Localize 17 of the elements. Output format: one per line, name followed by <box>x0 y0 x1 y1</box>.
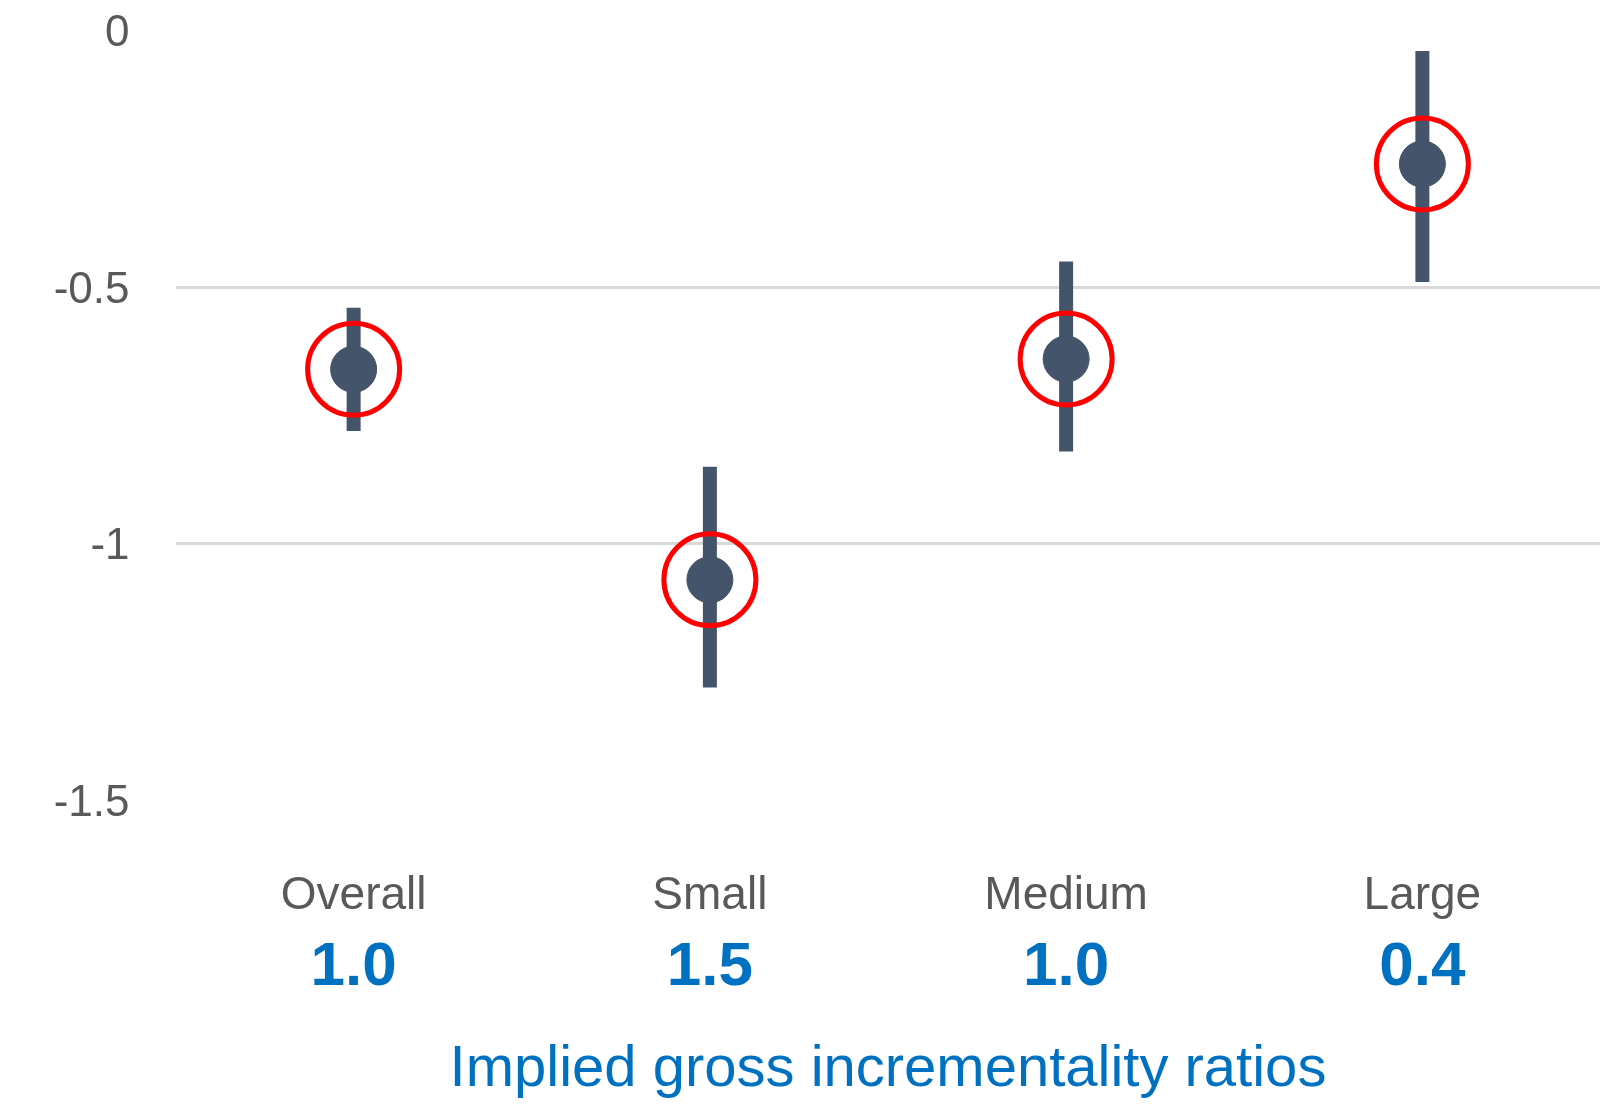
point <box>661 531 759 629</box>
text: 1.5 <box>666 928 753 998</box>
point <box>305 320 403 418</box>
point <box>1017 310 1115 408</box>
text: 1.0 <box>310 928 397 998</box>
y-tick-label: -1.5 <box>53 776 130 825</box>
x-axis-title: Implied gross incrementality ratios <box>449 1032 1327 1098</box>
text: 1.0 <box>1023 928 1110 998</box>
x-tick-label: Small <box>652 866 768 919</box>
x-tick-label: Large <box>1363 866 1482 919</box>
y-tick-label: -1 <box>90 519 130 569</box>
point <box>1373 115 1471 213</box>
x-tick-label: Overall <box>280 866 427 919</box>
x-tick-label: Medium <box>984 866 1148 919</box>
y-tick-label: -0.5 <box>53 262 130 312</box>
text: 0.4 <box>1379 928 1466 998</box>
y-tick-label: 0 <box>105 6 130 55</box>
